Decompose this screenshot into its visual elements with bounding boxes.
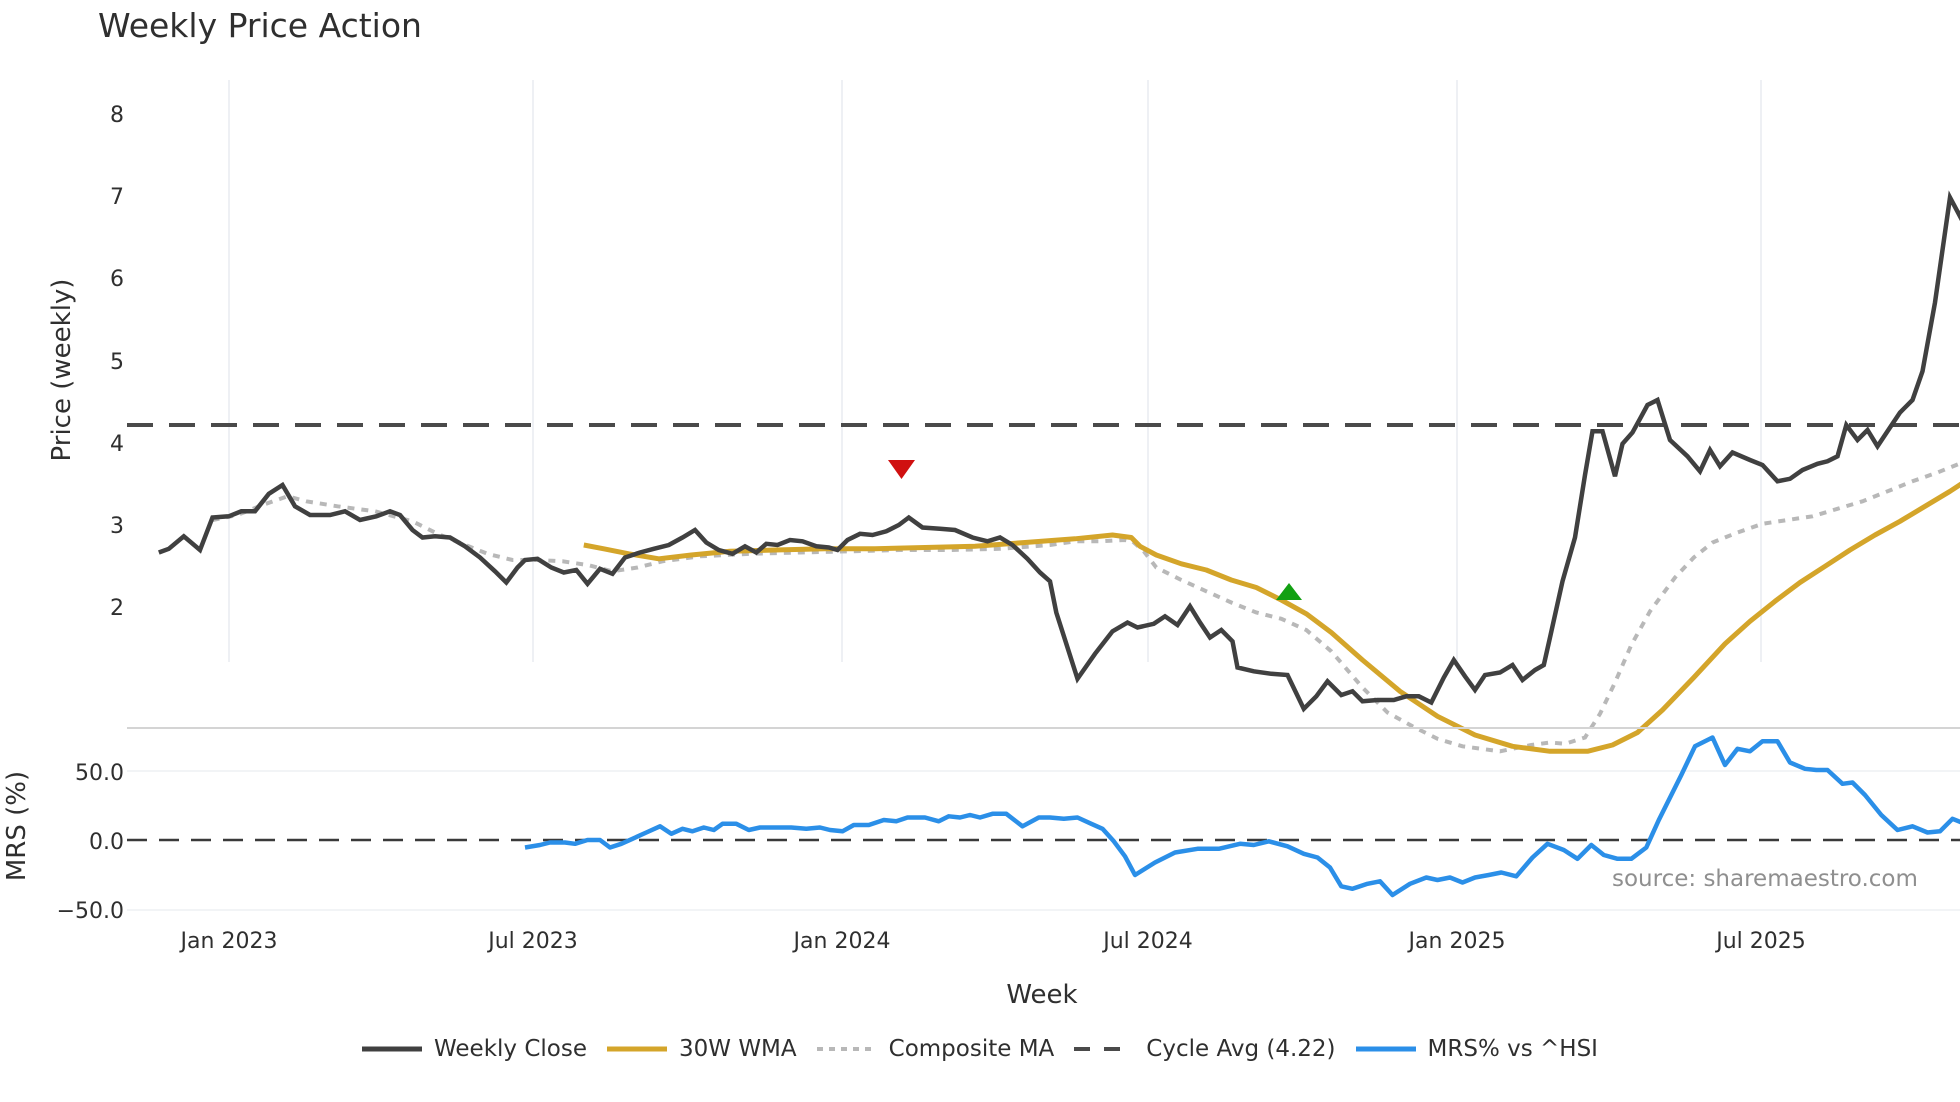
svg-text:Jul 2023: Jul 2023 bbox=[486, 929, 578, 954]
svg-text:50.0: 50.0 bbox=[75, 761, 124, 786]
weekly-close-swatch-icon bbox=[362, 1046, 423, 1052]
svg-text:7: 7 bbox=[110, 185, 124, 210]
legend: Weekly Close 30W WMA Composite MA Cycle … bbox=[0, 1036, 1960, 1062]
legend-label: Composite MA bbox=[888, 1036, 1055, 1062]
svg-text:Jul 2024: Jul 2024 bbox=[1101, 929, 1193, 954]
wma-30w-line bbox=[583, 481, 1960, 754]
svg-text:2: 2 bbox=[110, 596, 124, 621]
mrs-y-ticks: 50.0 0.0 −50.0 bbox=[57, 761, 124, 924]
legend-label: 30W WMA bbox=[679, 1036, 797, 1062]
x-ticks: Jan 2023 Jul 2023 Jan 2024 Jul 2024 Jan … bbox=[179, 929, 1806, 954]
legend-label: Cycle Avg (4.22) bbox=[1146, 1036, 1336, 1062]
legend-item-wma[interactable]: 30W WMA bbox=[607, 1036, 797, 1062]
legend-item-cycle-avg[interactable]: Cycle Avg (4.22) bbox=[1074, 1036, 1336, 1062]
svg-text:4: 4 bbox=[110, 432, 124, 457]
svg-text:−50.0: −50.0 bbox=[57, 899, 124, 924]
svg-text:3: 3 bbox=[110, 514, 124, 539]
svg-text:Jan 2024: Jan 2024 bbox=[792, 929, 891, 954]
svg-text:8: 8 bbox=[110, 103, 124, 128]
mrs-line bbox=[524, 735, 1960, 898]
weekly-close-line bbox=[158, 190, 1960, 713]
legend-label: Weekly Close bbox=[434, 1036, 587, 1062]
legend-item-weekly-close[interactable]: Weekly Close bbox=[362, 1036, 587, 1062]
source-note: source: sharemaestro.com bbox=[1612, 866, 1918, 892]
sell-signal-marker-icon bbox=[888, 460, 915, 479]
price-y-label: Price (weekly) bbox=[47, 279, 77, 462]
svg-text:Jan 2023: Jan 2023 bbox=[179, 929, 278, 954]
mrs-grid bbox=[127, 770, 1960, 911]
mrs-swatch-icon bbox=[1355, 1046, 1416, 1052]
price-y-ticks: 8 7 6 5 4 3 2 bbox=[110, 103, 124, 621]
chart-title: Weekly Price Action bbox=[98, 6, 422, 45]
composite-ma-line bbox=[212, 461, 1960, 754]
legend-item-composite-ma[interactable]: Composite MA bbox=[816, 1036, 1055, 1062]
svg-text:Jan 2025: Jan 2025 bbox=[1407, 929, 1506, 954]
svg-text:6: 6 bbox=[110, 267, 124, 292]
cycle-avg-swatch-icon bbox=[1074, 1047, 1135, 1051]
svg-text:5: 5 bbox=[110, 350, 124, 375]
composite-swatch-icon bbox=[816, 1047, 877, 1051]
buy-signal-marker-icon bbox=[1276, 583, 1302, 600]
x-axis-label: Week bbox=[1006, 980, 1077, 1010]
legend-label: MRS% vs ^HSI bbox=[1427, 1036, 1598, 1062]
price-grid bbox=[228, 80, 1762, 662]
wma-swatch-icon bbox=[607, 1046, 667, 1052]
mrs-y-label: MRS (%) bbox=[2, 771, 32, 881]
legend-item-mrs[interactable]: MRS% vs ^HSI bbox=[1355, 1036, 1598, 1062]
svg-text:Jul 2025: Jul 2025 bbox=[1714, 929, 1806, 954]
svg-text:0.0: 0.0 bbox=[89, 830, 124, 855]
